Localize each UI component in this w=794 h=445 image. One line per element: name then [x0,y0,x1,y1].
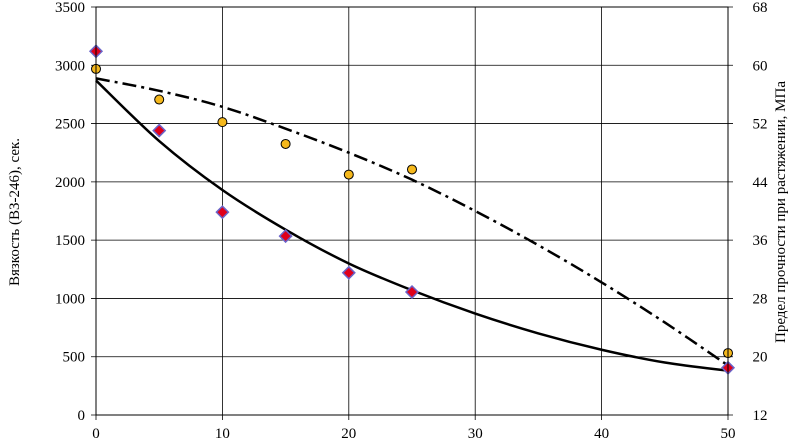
y2-tick-label: 44 [753,175,769,191]
strength-point [407,164,417,175]
y2-tick-label: 12 [753,408,768,424]
y2-tick-label: 20 [753,350,768,366]
y-axis-ticks: 0 500 1000 1500 2000 2500 3000 3500 [55,0,85,424]
x-tick-label: 0 [92,426,100,442]
x-tick-label: 30 [468,426,483,442]
strength-point [217,117,228,128]
y-axis-title: Вязкость (ВЗ-246), сек. [7,138,23,286]
y-tick-label: 1000 [55,291,85,307]
x-tick-label: 50 [721,426,736,442]
y2-axis-title: Предел прочности при растяжении, МПа [773,81,789,343]
viscosity-point [215,205,230,220]
x-tick-label: 10 [215,426,230,442]
viscosity-trendline [95,79,729,372]
viscosity-point [404,284,420,300]
viscosity-point [341,265,356,280]
y2-tick-label: 36 [753,233,769,249]
data-markers [88,44,736,375]
x-tick-label: 40 [594,426,609,442]
y-tick-label: 3500 [55,0,85,16]
x-tick-label: 20 [341,426,356,442]
y2-axis-ticks: 12 20 28 36 44 52 60 68 [753,0,769,424]
y-tick-label: 2500 [55,117,85,133]
y-tick-label: 500 [63,350,86,366]
y-tick-label: 3000 [55,58,85,74]
y2-tick-label: 60 [753,58,768,74]
strength-trendline [95,77,729,367]
viscosity-point [278,229,293,244]
y2-tick-label: 52 [753,117,768,133]
y2-tick-label: 28 [753,291,768,307]
y2-tick-label: 68 [753,0,768,16]
strength-point [280,138,291,149]
plot-frame [95,6,729,416]
strength-point [154,94,165,105]
trendlines [95,77,729,372]
y-tick-label: 0 [78,408,86,424]
y-tick-label: 1500 [55,233,85,249]
y-tick-label: 2000 [55,175,85,191]
viscosity-point [152,123,167,138]
strength-point [343,169,354,180]
x-axis-ticks: 0 10 20 30 40 50 [92,426,735,442]
